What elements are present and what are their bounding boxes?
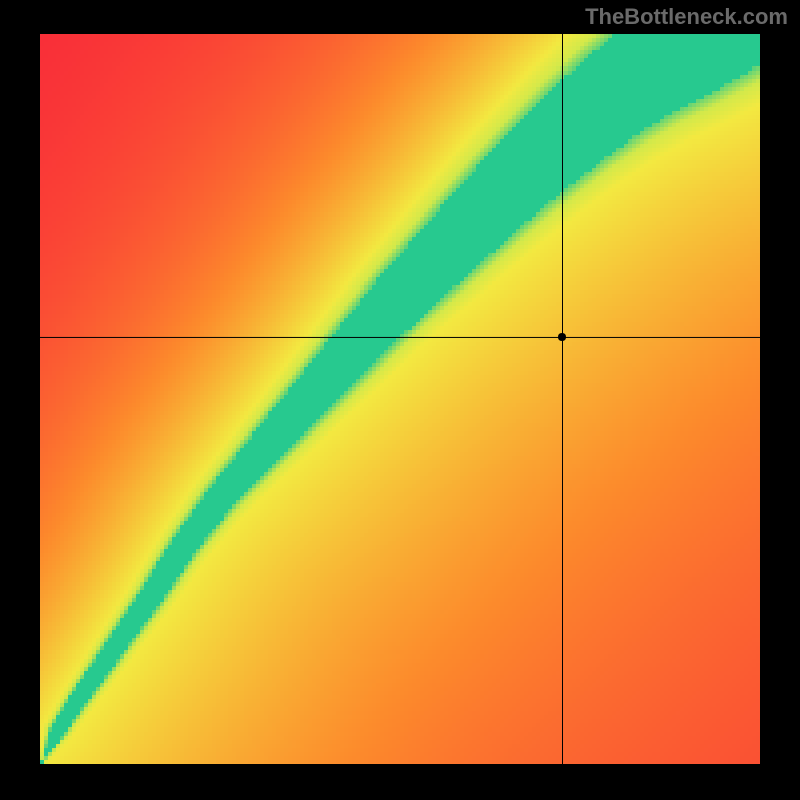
chart-container: TheBottleneck.com bbox=[0, 0, 800, 800]
bottleneck-heatmap bbox=[40, 34, 760, 764]
attribution-label: TheBottleneck.com bbox=[585, 4, 788, 30]
